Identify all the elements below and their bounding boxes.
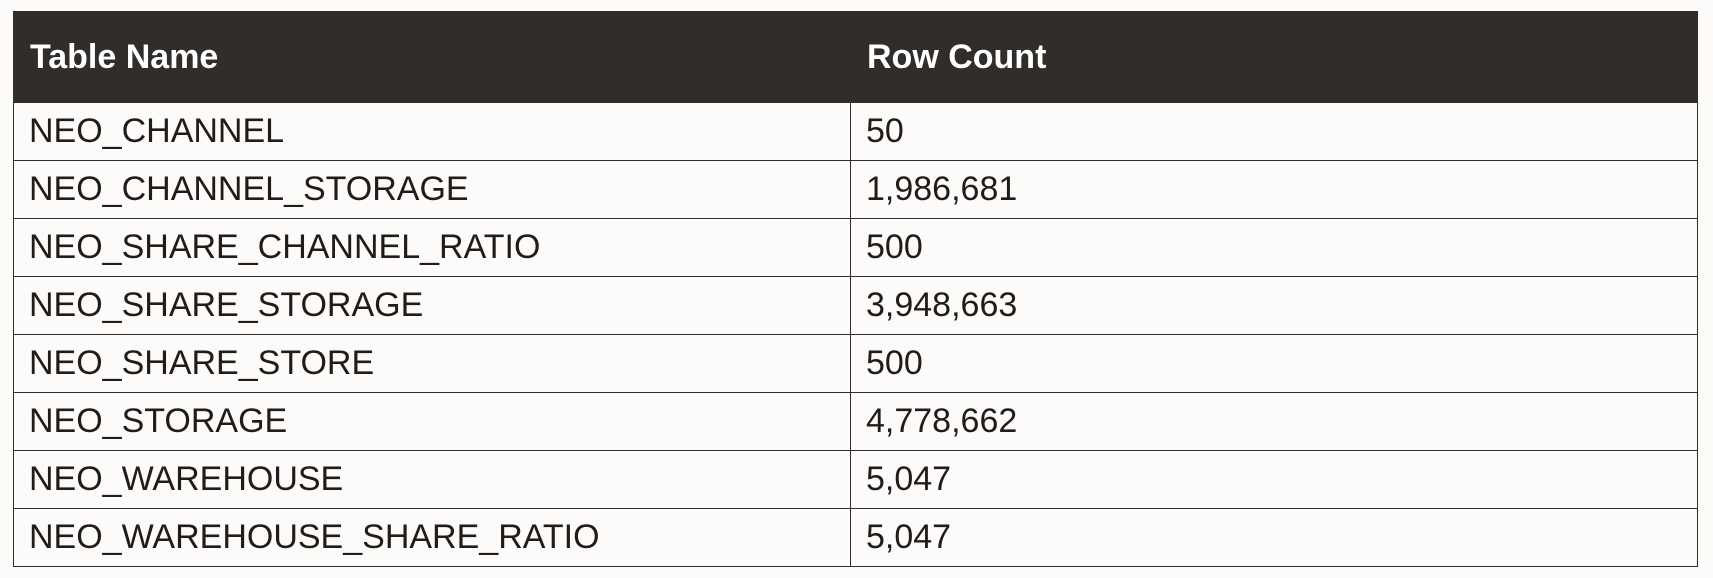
table-row: NEO_CHANNEL 50 (13, 102, 1698, 161)
row-count-cell: 500 (850, 218, 1698, 277)
column-header-table-name: Table Name (13, 11, 851, 103)
table-row: NEO_CHANNEL_STORAGE 1,986,681 (13, 160, 1698, 219)
table-name-cell: NEO_CHANNEL_STORAGE (13, 160, 851, 219)
table-name-cell: NEO_WAREHOUSE (13, 450, 851, 509)
table-row: NEO_WAREHOUSE_SHARE_RATIO 5,047 (13, 508, 1698, 567)
table-name-cell: NEO_STORAGE (13, 392, 851, 451)
table-row: NEO_SHARE_STORAGE 3,948,663 (13, 276, 1698, 335)
table-row: NEO_SHARE_STORE 500 (13, 334, 1698, 393)
row-count-cell: 5,047 (850, 450, 1698, 509)
table-header: Table Name Row Count (13, 11, 1698, 103)
row-count-cell: 1,986,681 (850, 160, 1698, 219)
row-count-cell: 5,047 (850, 508, 1698, 567)
table-name-cell: NEO_SHARE_CHANNEL_RATIO (13, 218, 851, 277)
row-count-cell: 4,778,662 (850, 392, 1698, 451)
table-name-cell: NEO_CHANNEL (13, 102, 851, 161)
row-count-cell: 3,948,663 (850, 276, 1698, 335)
table-name-cell: NEO_SHARE_STORAGE (13, 276, 851, 335)
row-count-cell: 50 (850, 102, 1698, 161)
row-count-table: Table Name Row Count NEO_CHANNEL 50 NEO_… (13, 11, 1698, 567)
table-row: NEO_WAREHOUSE 5,047 (13, 450, 1698, 509)
table-row: NEO_SHARE_CHANNEL_RATIO 500 (13, 218, 1698, 277)
header-row: Table Name Row Count (13, 11, 1698, 103)
column-header-row-count: Row Count (850, 11, 1698, 103)
table-row: NEO_STORAGE 4,778,662 (13, 392, 1698, 451)
table-body: NEO_CHANNEL 50 NEO_CHANNEL_STORAGE 1,986… (13, 102, 1698, 567)
table-name-cell: NEO_SHARE_STORE (13, 334, 851, 393)
table-name-cell: NEO_WAREHOUSE_SHARE_RATIO (13, 508, 851, 567)
row-count-table-container: Table Name Row Count NEO_CHANNEL 50 NEO_… (13, 11, 1698, 567)
row-count-cell: 500 (850, 334, 1698, 393)
